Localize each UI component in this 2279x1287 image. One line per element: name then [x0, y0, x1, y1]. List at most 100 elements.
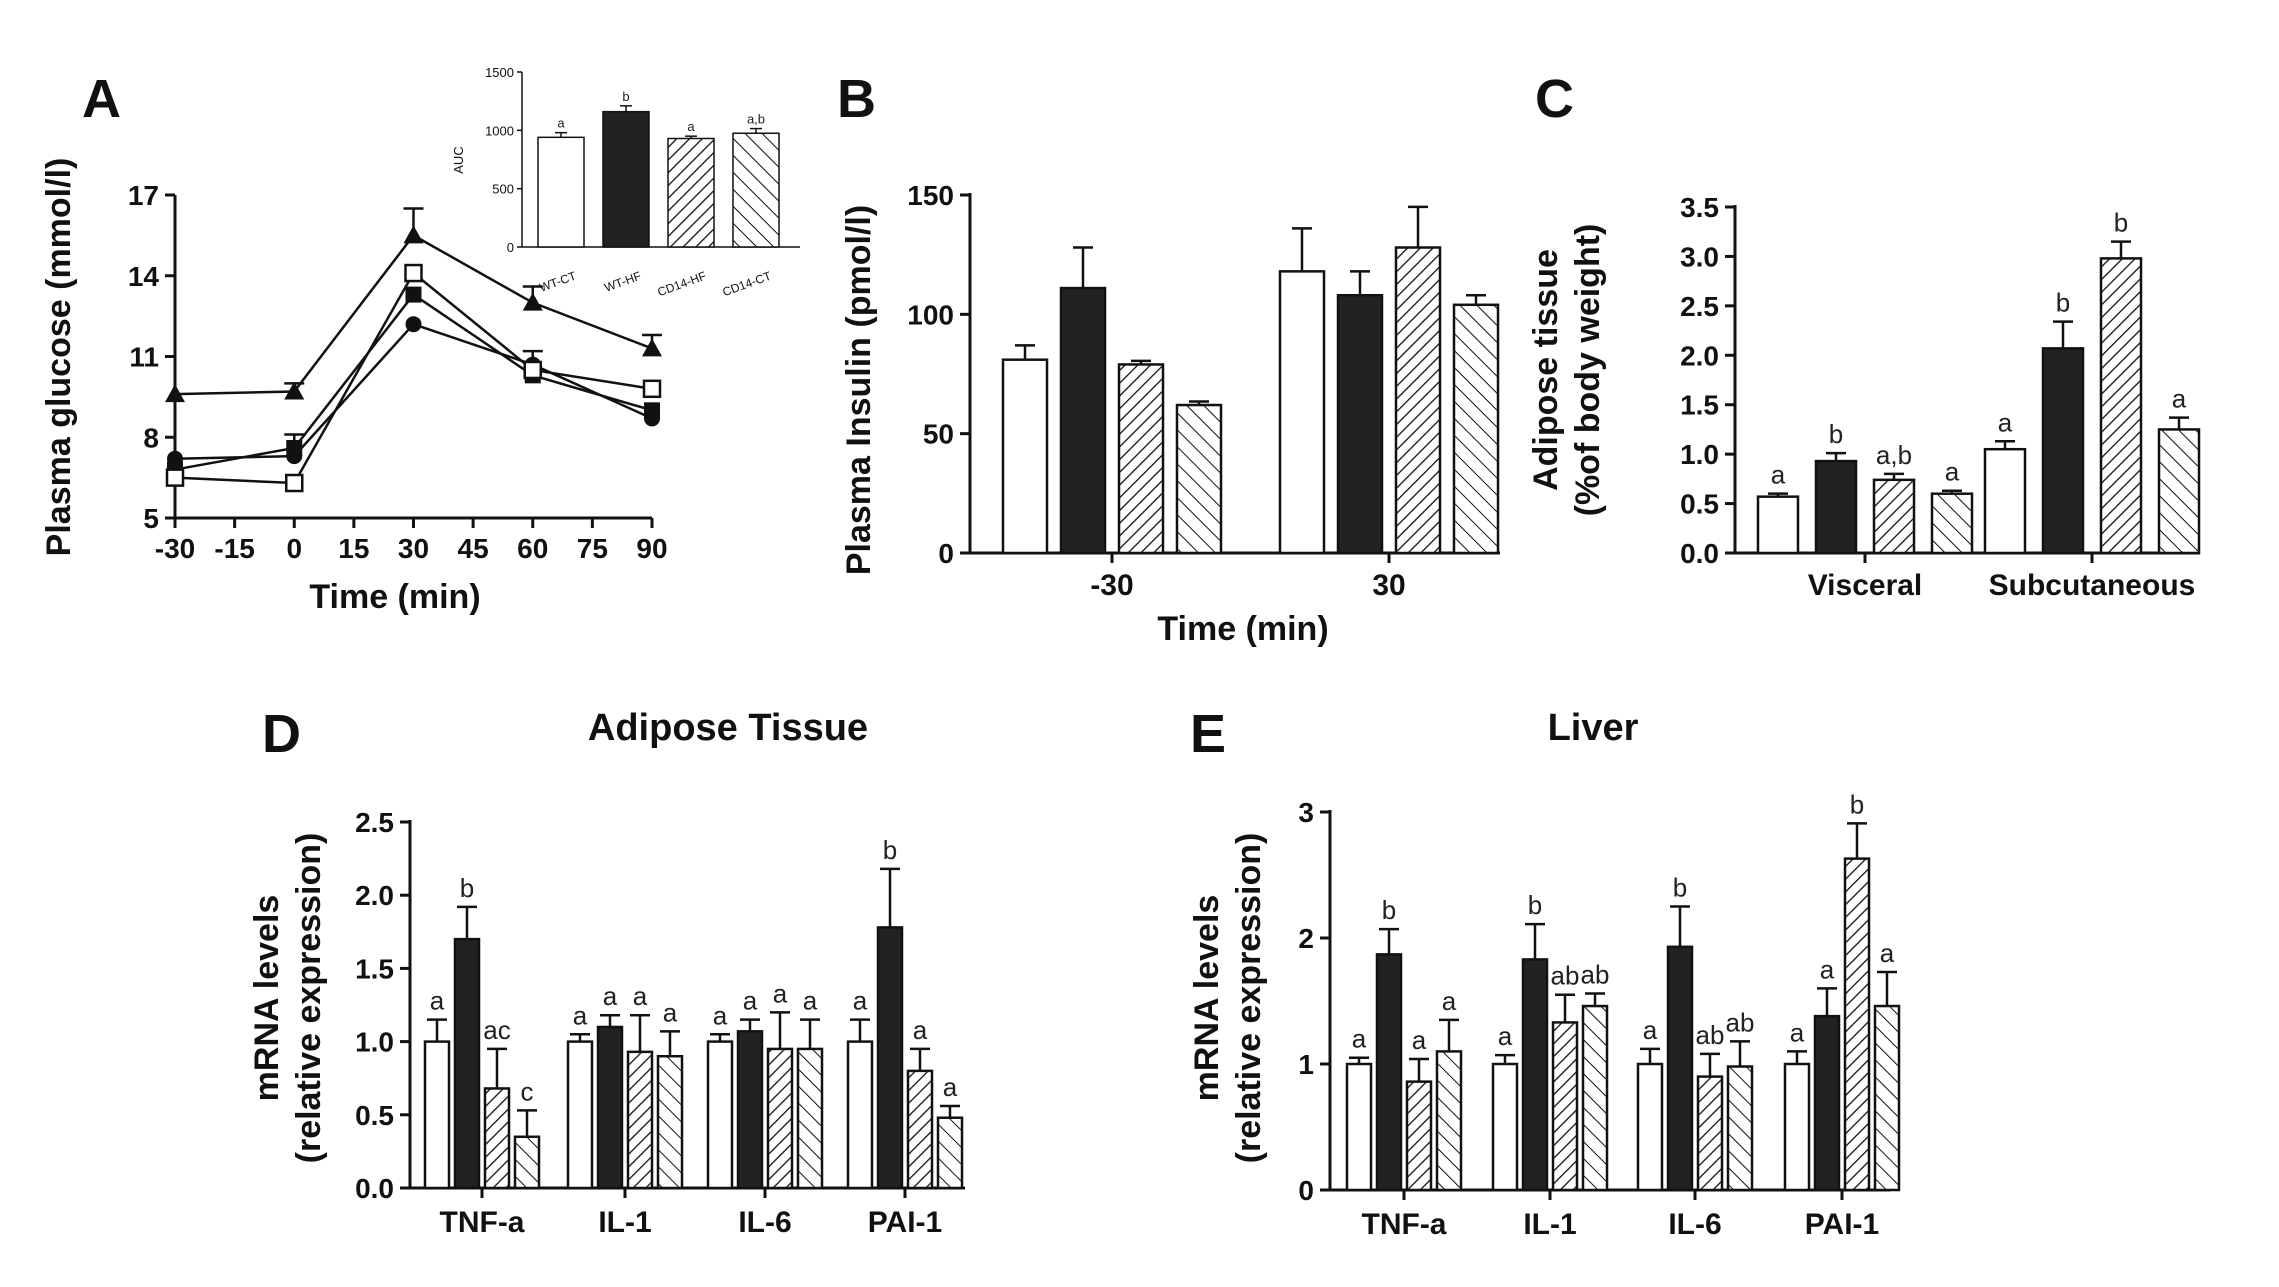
significance-label: a [1352, 1024, 1367, 1054]
panel-a: 5 8 11 14 17 -30 -15 0 15 30 45 60 75 90 Plasma glucos… [40, 69, 668, 616]
y-axis-label: (relative expression) [1230, 833, 1268, 1164]
panel-label: E [1190, 704, 1226, 764]
panel-b: 0 50 100 150 -30 30 Plasma Insulin (pmol/l) Tim… [837, 69, 1500, 648]
x-category-label: TNF-a [1362, 1208, 1447, 1241]
bar [1696, 1075, 1724, 1192]
bar [1345, 1062, 1373, 1192]
significance-label: a [1880, 938, 1895, 968]
y-tick-label: 5 [143, 503, 159, 534]
significance-label: b [883, 835, 897, 865]
bar [1491, 1062, 1519, 1192]
bar [1666, 945, 1694, 1192]
panel-title: Adipose Tissue [588, 707, 868, 749]
y-tick-label: 0 [1298, 1175, 1314, 1206]
significance-label: a [1412, 1025, 1427, 1055]
significance-label: a [1643, 1015, 1658, 1045]
data-point [642, 379, 662, 399]
data-point [403, 225, 424, 244]
panel-a-inset: 0 500 1000 1500 a WT-CT b WT-HF a CD14-HF a,b CD14-… [451, 65, 800, 299]
x-axis-label: Time (min) [1157, 610, 1328, 648]
bar [656, 1054, 684, 1190]
significance-label: b [1829, 419, 1843, 449]
x-category-label: IL-1 [598, 1206, 651, 1239]
series-line [174, 271, 653, 485]
significance-label: a [603, 981, 618, 1011]
y-tick-label: 100 [907, 299, 954, 330]
bar [1983, 447, 2027, 555]
y-tick-label: 2.5 [355, 807, 394, 838]
significance-label: a [1820, 954, 1835, 984]
y-tick-label: 1000 [485, 123, 514, 138]
x-tick-label: 15 [338, 533, 369, 564]
data-point [642, 338, 662, 357]
y-axis-label: Adipose tissue [1527, 249, 1565, 491]
panel-label: C [1535, 69, 1574, 129]
data-point [405, 316, 422, 333]
significance-label: b [2056, 288, 2070, 318]
bar [483, 1087, 511, 1190]
bar [732, 132, 780, 248]
bar [736, 1030, 764, 1190]
significance-label: a [713, 1000, 728, 1030]
x-tick-label: 45 [458, 533, 489, 564]
data-point [165, 384, 185, 403]
panel-label: D [262, 704, 301, 764]
y-tick-label: 0.5 [1680, 489, 1719, 520]
data-point [405, 286, 422, 303]
y-tick-label: 3.0 [1680, 241, 1719, 272]
significance-label: a [663, 997, 678, 1027]
y-tick-label: 0 [938, 538, 954, 569]
y-tick-label: 0.0 [1680, 538, 1719, 569]
y-tick-label: 3.5 [1680, 192, 1719, 223]
bar [1452, 303, 1500, 555]
significance-label: a [1771, 460, 1786, 490]
significance-label: b [622, 89, 629, 104]
significance-label: a [1998, 407, 2013, 437]
x-category-label: CD14-HF [656, 269, 708, 299]
y-axis-label: (relative expression) [290, 833, 328, 1164]
bar [1375, 953, 1403, 1192]
y-tick-label: 17 [128, 180, 159, 211]
significance-label: ac [483, 1015, 510, 1045]
x-category-label: Visceral [1808, 569, 1923, 602]
significance-label: a [913, 1015, 928, 1045]
bar [1117, 363, 1165, 555]
data-point [284, 381, 305, 400]
y-tick-label: 11 [129, 342, 159, 373]
significance-label: a [430, 986, 445, 1016]
y-axis-label: mRNA levels [248, 895, 286, 1102]
bar [626, 1050, 654, 1190]
bar [1059, 286, 1107, 555]
significance-label: b [2114, 208, 2128, 238]
y-tick-label: 14 [128, 261, 160, 292]
x-tick-label: -30 [155, 533, 195, 564]
y-tick-label: 50 [923, 419, 954, 450]
y-tick-label: 0.5 [355, 1100, 394, 1131]
y-tick-label: 2.0 [355, 880, 394, 911]
x-category-label: WT-CT [538, 268, 579, 294]
y-tick-label: 8 [143, 422, 159, 453]
y-axis-label: (%of body weight) [1569, 224, 1607, 517]
bar [846, 1040, 874, 1190]
significance-label: a,b [747, 112, 765, 127]
x-tick-label: 30 [398, 533, 429, 564]
significance-label: ab [1581, 959, 1610, 989]
bar [1726, 1065, 1754, 1192]
x-category-label: CD14-CT [721, 268, 774, 299]
y-tick-label: 1.0 [355, 1027, 394, 1058]
y-tick-label: 2.0 [1680, 340, 1719, 371]
y-tick-label: 0 [507, 240, 514, 255]
y-axis-label: AUC [451, 146, 466, 173]
series-line [174, 233, 653, 396]
significance-label: b [1528, 890, 1542, 920]
significance-label: a,b [1876, 440, 1912, 470]
y-tick-label: 500 [492, 182, 514, 197]
bar [1636, 1062, 1664, 1192]
x-category-label: PAI-1 [1805, 1208, 1879, 1241]
x-category-label: PAI-1 [868, 1206, 942, 1239]
data-point [165, 468, 185, 487]
significance-label: c [521, 1076, 534, 1106]
